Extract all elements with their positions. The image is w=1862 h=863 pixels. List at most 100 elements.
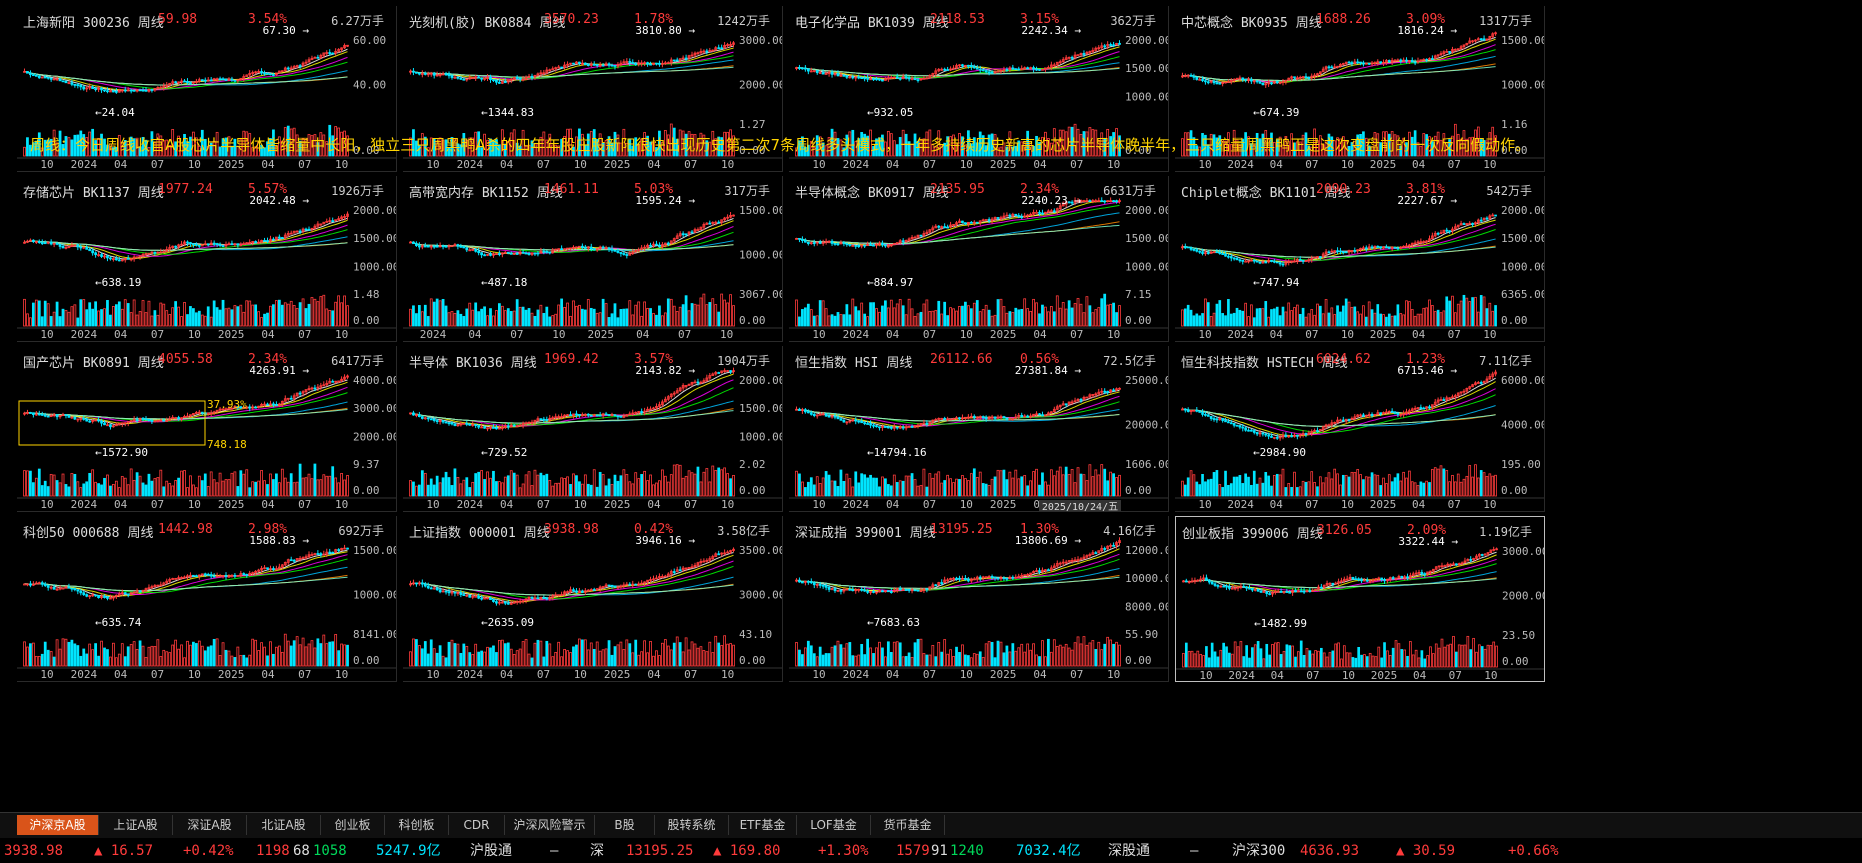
chart-panel[interactable]: 恒生科技指数 HSTECH 周线 6024.62 1.23% 7.11亿手 6000.00… bbox=[1175, 346, 1545, 512]
x-tick-label: 04 bbox=[500, 498, 514, 511]
change-pct: 2.98% bbox=[248, 522, 288, 537]
kline-chart[interactable]: 2000.00 1500.00 1000.00 1.48 0.00 10 2024 04 07 1… bbox=[17, 176, 397, 342]
chart-panel[interactable]: 存储芯片 BK1137 周线 1977.24 5.57% 1926万手 2000.00 15… bbox=[17, 176, 397, 342]
x-tick-label: 10 bbox=[335, 498, 348, 511]
chart-panel[interactable]: 科创50 000688 周线 1442.98 2.98% 692万手 1500.00 100… bbox=[17, 516, 397, 682]
low-label: ←1344.83 bbox=[481, 106, 534, 119]
x-tick-label: 07 bbox=[510, 328, 523, 341]
panel-header: 存储芯片 BK1137 周线 1977.24 5.57% bbox=[23, 182, 313, 201]
market-tab[interactable]: 上证A股 bbox=[99, 815, 173, 835]
hs300-label: 沪深300 bbox=[1232, 843, 1286, 859]
security-name: 半导体 BK1036 bbox=[409, 356, 503, 371]
kline-chart[interactable]: 25000.00 20000.00 1606.00 0.00 10 2024 04 07 10 2… bbox=[789, 346, 1169, 512]
volume-label: 1242万手 bbox=[717, 14, 770, 28]
market-tab[interactable]: CDR bbox=[449, 815, 505, 835]
vol-tick-label: 1606.00 bbox=[1125, 458, 1169, 471]
chart-panel[interactable]: 半导体 BK1036 周线 1969.42 3.57% 1904万手 2000.00 150… bbox=[403, 346, 783, 512]
chart-panel[interactable]: Chiplet概念 BK1101 周线 2090.23 3.81% 542万手 2000.… bbox=[1175, 176, 1545, 342]
kline-chart[interactable]: 60.00 40.00 0.00 10 2024 04 07 10 2025 04 07 10 67.3… bbox=[17, 6, 397, 172]
x-tick-label: 07 bbox=[298, 158, 311, 171]
sgt-label[interactable]: 深股通 bbox=[1108, 843, 1150, 859]
chart-panel[interactable]: 中芯概念 BK0935 周线 1688.26 3.09% 1317万手 1500.00 10… bbox=[1175, 6, 1545, 172]
change-pct: 2.34% bbox=[248, 352, 288, 367]
volume-label: 1926万手 bbox=[331, 184, 384, 198]
x-tick-label: 07 bbox=[298, 328, 311, 341]
x-tick-label: 04 bbox=[886, 498, 900, 511]
hgt-label[interactable]: 沪股通 bbox=[470, 843, 512, 859]
market-tab[interactable]: 股转系统 bbox=[655, 815, 729, 835]
kline-chart[interactable]: 3000.00 2000.00 23.50 0.00 10 2024 04 07 10 2025 0… bbox=[1176, 517, 1545, 682]
market-tab[interactable]: 沪深风险警示 bbox=[505, 815, 595, 835]
x-tick-label: 10 bbox=[812, 668, 825, 681]
x-tick-label: 07 bbox=[1449, 669, 1462, 682]
market-tab[interactable]: 沪深京A股 bbox=[17, 815, 99, 835]
x-tick-label: 07 bbox=[923, 158, 936, 171]
vol-tick-label: 8141.00 bbox=[353, 628, 397, 641]
kline-chart[interactable]: 2000.00 1500.00 1000.00 7.15 0.00 10 2024 04 07 1… bbox=[789, 176, 1169, 342]
kline-chart[interactable]: 1500.00 1000.00 8141.00 0.00 10 2024 04 07 10 202… bbox=[17, 516, 397, 682]
market-tab[interactable]: LOF基金 bbox=[797, 815, 871, 835]
sh-down-count: 1058 bbox=[313, 843, 347, 859]
vol-tick-label: 0.00 bbox=[739, 314, 766, 327]
market-tab[interactable]: 深证A股 bbox=[173, 815, 247, 835]
high-label: 13806.69 → bbox=[1015, 534, 1082, 547]
market-tab[interactable]: ETF基金 bbox=[729, 815, 797, 835]
kline-chart[interactable]: 2000.00 1500.00 1000.00 2.02 0.00 10 2024 04 07 1… bbox=[403, 346, 783, 512]
period-label: 周线 bbox=[536, 186, 563, 201]
y-tick-label: 25000.00 bbox=[1125, 374, 1169, 387]
kline-chart[interactable]: 3000.00 2000.00 1.27 0.00 10 2024 04 07 10 2025 04… bbox=[403, 6, 783, 172]
x-tick-label: 2024 bbox=[457, 668, 484, 681]
kline-chart[interactable]: 12000.00 10000.00 8000.00 55.90 0.00 10 2024 04… bbox=[789, 516, 1169, 682]
x-tick-label: 10 bbox=[1483, 158, 1496, 171]
x-tick-label: 10 bbox=[1198, 158, 1211, 171]
x-tick-label: 04 bbox=[1412, 328, 1426, 341]
low-label: ←674.39 bbox=[1253, 106, 1299, 119]
kline-chart[interactable]: 1500.00 1000.00 3067.00 0.00 2024 04 07 10 2025 0… bbox=[403, 176, 783, 342]
market-tab[interactable]: B股 bbox=[595, 815, 655, 835]
kline-chart[interactable]: 6000.00 4000.00 195.00 0.00 10 2024 04 07 10 2025… bbox=[1175, 346, 1545, 512]
chart-panel[interactable]: 半导体概念 BK0917 周线 2135.95 2.34% 6631万手 2000.00 1… bbox=[789, 176, 1169, 342]
period-label: 周线 bbox=[137, 16, 164, 31]
kline-chart[interactable]: 2000.00 1500.00 1000.00 0.00 10 2024 04 07 10 202… bbox=[789, 6, 1169, 172]
chart-panel[interactable]: 创业板指 399006 周线 3126.05 2.09% 1.19亿手 3000.00 20… bbox=[1175, 516, 1545, 682]
x-tick-label: 2025 bbox=[604, 668, 631, 681]
security-name: 上证指数 000001 bbox=[409, 526, 516, 541]
change-pct: 1.23% bbox=[1406, 352, 1446, 367]
chart-panel[interactable]: 国产芯片 BK0891 周线 4055.58 2.34% 6417万手 4000.00 30… bbox=[17, 346, 397, 512]
x-tick-label: 2024 bbox=[843, 328, 870, 341]
chart-panel[interactable]: 电子化学品 BK1039 周线 2118.53 3.15% 362万手 2000.00 15… bbox=[789, 6, 1169, 172]
chart-panel[interactable]: 深证成指 399001周线13195.251.30%4.16亿手12000.00… bbox=[789, 516, 1169, 682]
security-name: 恒生科技指数 HSTECH bbox=[1181, 356, 1314, 371]
kline-chart[interactable]: 2000.00 1500.00 1000.00 6365.00 0.00 10 2024 04… bbox=[1175, 176, 1545, 342]
market-tab[interactable]: 北证A股 bbox=[247, 815, 321, 835]
volume-label: 3.58亿手 bbox=[717, 524, 770, 538]
market-tab[interactable]: 创业板 bbox=[321, 815, 385, 835]
x-tick-label: 10 bbox=[1198, 498, 1211, 511]
chart-panel[interactable]: 高带宽内存 BK1152 周线 1461.11 5.03% 317万手 1500.00 10… bbox=[403, 176, 783, 342]
sh-up-count: 1198 bbox=[256, 843, 290, 859]
vol-tick-label: 9.37 bbox=[353, 458, 380, 471]
x-tick-label: 07 bbox=[923, 498, 936, 511]
vol-tick-label: 0.00 bbox=[739, 484, 766, 497]
period-label: 周线 bbox=[922, 16, 949, 31]
change-pct: 2.34% bbox=[1020, 182, 1060, 197]
volume-label: 7.11亿手 bbox=[1479, 354, 1532, 368]
market-tab[interactable]: 货币基金 bbox=[871, 815, 945, 835]
kline-chart[interactable]: 3500.00 3000.00 43.10 0.00 10 2024 04 07 10 2025 0… bbox=[403, 516, 783, 682]
chart-panel[interactable]: 上海新阳 300236 周线 59.98 3.54% 6.27万手 60.00 40.00 0… bbox=[17, 6, 397, 172]
kline-chart[interactable]: 1500.00 1000.00 1.16 0.00 10 2024 04 07 10 2025 04… bbox=[1175, 6, 1545, 172]
vol-tick-label: 0.00 bbox=[1501, 484, 1528, 497]
market-tab[interactable]: 科创板 bbox=[385, 815, 449, 835]
y-tick-label: 1000.00 bbox=[353, 260, 397, 273]
panel-header: 上证指数 000001 周线 3938.98 0.42% bbox=[409, 522, 699, 541]
range-value-label: 748.18 bbox=[207, 438, 247, 451]
security-name: 国产芯片 BK0891 bbox=[23, 356, 130, 371]
x-tick-label: 2025 bbox=[990, 498, 1017, 511]
chart-panel[interactable]: 光刻机(胶) BK0884 周线 3570.23 1.78% 1242万手 3000.00… bbox=[403, 6, 783, 172]
kline-chart[interactable]: 4000.00 3000.00 2000.00 9.37 0.00 10 2024 04 07 1… bbox=[17, 346, 397, 512]
chart-panel[interactable]: 恒生指数 HSI 周线 26112.66 0.56% 72.5亿手 25000.00 200… bbox=[789, 346, 1169, 512]
x-tick-label: 07 bbox=[1448, 328, 1461, 341]
change-pct: 2.09% bbox=[1407, 523, 1447, 538]
chart-panel[interactable]: 上证指数 000001 周线 3938.98 0.42% 3.58亿手 3500.00 30… bbox=[403, 516, 783, 682]
x-tick-label: 04 bbox=[1270, 328, 1284, 341]
